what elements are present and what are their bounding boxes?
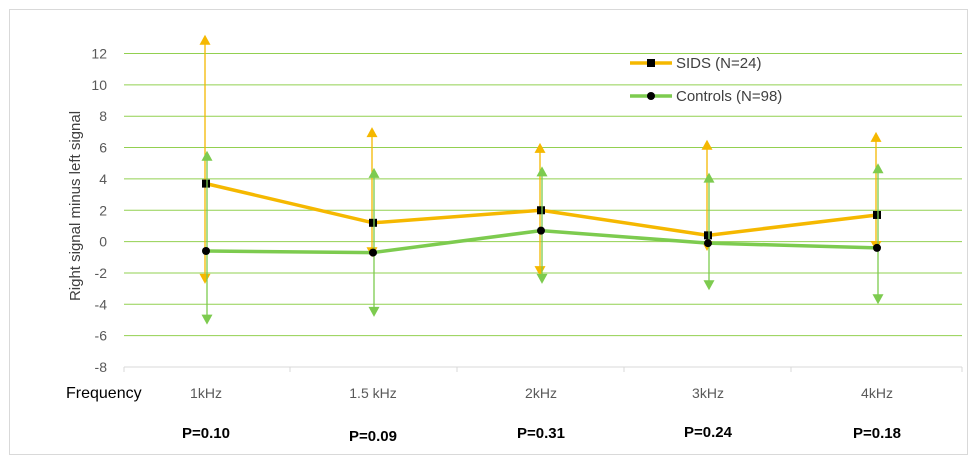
error-arrow-up: [534, 142, 546, 153]
error-arrow-up: [199, 34, 211, 45]
x-tick-label: 2kHz: [525, 385, 557, 401]
data-point: [369, 218, 377, 227]
error-arrow-down: [872, 294, 884, 305]
y-tick-label: 12: [91, 46, 107, 62]
error-arrow-up: [366, 127, 378, 138]
data-point: [369, 248, 377, 257]
y-tick-label: -6: [95, 328, 108, 344]
error-arrow-up: [368, 167, 380, 178]
y-tick-label: 0: [99, 234, 107, 250]
y-tick-label: 4: [99, 171, 107, 187]
y-tick-label: -4: [95, 296, 108, 312]
data-point: [537, 206, 545, 215]
data-point: [873, 210, 881, 219]
error-arrow-up: [703, 172, 715, 183]
error-arrow-up: [701, 139, 713, 150]
legend-label: SIDS (N=24): [676, 55, 761, 72]
error-arrow-down: [199, 273, 211, 284]
data-point: [873, 243, 881, 252]
x-tick-label: 3kHz: [692, 385, 724, 401]
data-point: [704, 231, 712, 240]
y-axis-label: Right signal minus left signal: [67, 111, 84, 301]
p-value-label: P=0.10: [182, 425, 230, 442]
data-point: [202, 247, 210, 256]
error-arrow-down: [534, 266, 546, 277]
data-point: [704, 239, 712, 248]
error-arrow-down: [703, 280, 715, 291]
legend-marker: [647, 92, 655, 100]
error-arrow-up: [201, 150, 213, 161]
legend-label: Controls (N=98): [676, 88, 782, 105]
gridlines: [123, 53, 963, 372]
legend-marker: [647, 59, 655, 67]
x-tick-label: 1kHz: [190, 385, 222, 401]
y-tick-label: 6: [99, 140, 107, 156]
y-tick-label: 2: [99, 202, 107, 218]
series-group: [199, 34, 884, 325]
data-point: [202, 179, 210, 188]
p-value-label: P=0.31: [517, 425, 565, 442]
data-point: [537, 226, 545, 235]
p-value-label: P=0.18: [853, 425, 901, 442]
p-value-labels: P=0.10 P=0.09 P=0.31 P=0.24 P=0.18: [182, 424, 901, 445]
series-controls: [201, 150, 884, 325]
error-arrow-down: [368, 306, 380, 317]
x-tick-labels: 1kHz 1.5 kHz 2kHz 3kHz 4kHz: [190, 385, 893, 401]
x-axis-label: Frequency: [66, 385, 142, 402]
x-tick-label: 4kHz: [861, 385, 893, 401]
y-tick-label: -8: [95, 359, 108, 375]
error-arrow-down: [201, 314, 213, 325]
error-arrow-down: [536, 273, 548, 284]
error-arrow-up: [870, 131, 882, 142]
y-tick-label: -2: [95, 265, 108, 281]
error-arrow-up: [872, 163, 884, 174]
p-value-label: P=0.24: [684, 424, 733, 441]
y-tick-label: 8: [99, 108, 107, 124]
chart-frame: [9, 9, 968, 455]
y-tick-label: 10: [91, 77, 107, 93]
x-tick-label: 1.5 kHz: [349, 385, 396, 401]
p-value-label: P=0.09: [349, 428, 397, 445]
error-arrow-up: [536, 166, 548, 177]
legend: SIDS (N=24) Controls (N=98): [630, 55, 782, 105]
y-tick-labels: -8 -6 -4 -2 0 2 4 6 8 10 12: [91, 46, 107, 375]
